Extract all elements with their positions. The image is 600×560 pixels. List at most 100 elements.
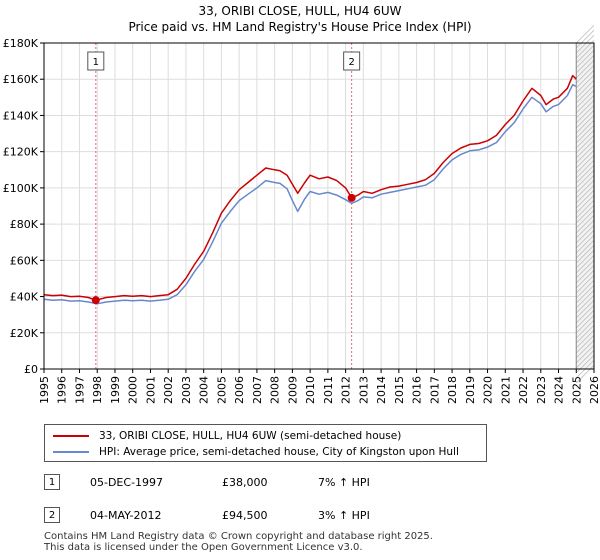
sale-date: 05-DEC-1997 bbox=[90, 476, 164, 489]
x-tick-label: 2007 bbox=[251, 376, 264, 404]
sale-point bbox=[91, 296, 100, 305]
sale-point bbox=[347, 193, 356, 202]
x-tick-label: 2017 bbox=[428, 376, 441, 404]
forecast-hatch bbox=[575, 104, 595, 124]
y-tick-label: £100K bbox=[3, 182, 39, 195]
y-tick-label: £60K bbox=[10, 254, 39, 267]
forecast-hatch bbox=[575, 194, 595, 214]
x-tick-label: 2022 bbox=[517, 376, 530, 404]
x-tick-label: 2009 bbox=[286, 376, 299, 404]
forecast-hatch bbox=[575, 34, 595, 54]
hpi-line bbox=[43, 83, 577, 305]
forecast-hatch bbox=[575, 114, 595, 134]
legend-item-hpi: HPI: Average price, semi-detached house,… bbox=[53, 444, 459, 460]
footer-line-2: This data is licensed under the Open Gov… bbox=[44, 542, 363, 553]
forecast-hatch bbox=[575, 329, 595, 349]
forecast-hatch bbox=[575, 149, 595, 169]
legend-swatch-blue bbox=[53, 451, 89, 453]
sale-number: 1 bbox=[44, 474, 60, 490]
footer: Contains HM Land Registry data © Crown c… bbox=[44, 531, 433, 553]
sale-date: 04-MAY-2012 bbox=[90, 509, 162, 522]
forecast-hatch bbox=[575, 79, 595, 99]
forecast-hatch bbox=[575, 294, 595, 314]
forecast-hatch bbox=[575, 234, 595, 254]
forecast-hatch bbox=[575, 64, 595, 84]
forecast-hatch bbox=[575, 274, 595, 294]
sale-number: 2 bbox=[44, 507, 60, 523]
forecast-hatch bbox=[575, 119, 595, 139]
x-tick-label: 2024 bbox=[553, 376, 566, 404]
forecast-hatch bbox=[575, 174, 595, 194]
forecast-hatch bbox=[575, 99, 595, 119]
forecast-hatch bbox=[575, 159, 595, 179]
forecast-hatch bbox=[575, 189, 595, 209]
forecast-hatch bbox=[575, 224, 595, 244]
forecast-hatch bbox=[575, 144, 595, 164]
forecast-hatch bbox=[575, 134, 595, 154]
x-tick-label: 2018 bbox=[446, 376, 459, 404]
x-tick-label: 2015 bbox=[393, 376, 406, 404]
forecast-hatch bbox=[575, 364, 595, 384]
series-lines bbox=[43, 74, 577, 305]
forecast-hatch bbox=[575, 29, 595, 49]
x-tick-label: 2020 bbox=[482, 376, 495, 404]
forecast-hatch bbox=[575, 139, 595, 159]
x-tick-label: 2011 bbox=[322, 376, 335, 404]
x-tick-label: 2008 bbox=[269, 376, 282, 404]
forecast-hatch bbox=[575, 349, 595, 369]
x-tick-label: 1997 bbox=[73, 376, 86, 404]
sale-price: £38,000 bbox=[222, 476, 268, 489]
forecast-hatch bbox=[575, 184, 595, 204]
forecast-hatch bbox=[575, 129, 595, 149]
forecast-hatch bbox=[575, 169, 595, 189]
property-price-line bbox=[43, 74, 577, 301]
forecast-hatch bbox=[575, 199, 595, 219]
sale-hpi-change: 7% ↑ HPI bbox=[318, 476, 370, 489]
forecast-hatch bbox=[575, 304, 595, 324]
forecast-hatch bbox=[575, 59, 595, 79]
forecast-hatch bbox=[575, 264, 595, 284]
forecast-hatch bbox=[575, 24, 595, 44]
forecast-hatch bbox=[575, 354, 595, 374]
forecast-hatch bbox=[575, 229, 595, 249]
forecast-hatch bbox=[575, 339, 595, 359]
legend-item-property: 33, ORIBI CLOSE, HULL, HU4 6UW (semi-det… bbox=[53, 428, 401, 444]
forecast-hatch bbox=[575, 84, 595, 104]
sale-price: £94,500 bbox=[222, 509, 268, 522]
x-tick-label: 2023 bbox=[535, 376, 548, 404]
forecast-hatch bbox=[575, 244, 595, 264]
y-tick-label: £180K bbox=[3, 37, 39, 50]
x-tick-label: 2025 bbox=[570, 376, 583, 404]
y-tick-label: £0 bbox=[24, 363, 38, 376]
y-tick-label: £80K bbox=[10, 218, 39, 231]
forecast-hatch bbox=[575, 289, 595, 309]
forecast-hatch bbox=[575, 249, 595, 269]
forecast-hatch bbox=[575, 69, 595, 89]
x-tick-label: 2021 bbox=[499, 376, 512, 404]
forecast-hatch bbox=[575, 54, 595, 74]
forecast-hatch bbox=[575, 344, 595, 364]
x-tick-label: 2013 bbox=[357, 376, 370, 404]
x-tick-label: 2014 bbox=[375, 376, 388, 404]
x-tick-label: 2010 bbox=[304, 376, 317, 404]
forecast-hatch bbox=[575, 314, 595, 334]
forecast-hatch bbox=[575, 334, 595, 354]
forecast-hatch bbox=[575, 89, 595, 109]
x-tick-label: 2002 bbox=[162, 376, 175, 404]
y-tick-label: £40K bbox=[10, 291, 39, 304]
y-tick-label: £120K bbox=[3, 146, 39, 159]
legend: 33, ORIBI CLOSE, HULL, HU4 6UW (semi-det… bbox=[44, 424, 487, 462]
chart-subtitle: Price paid vs. HM Land Registry's House … bbox=[128, 20, 471, 34]
forecast-hatch bbox=[575, 214, 595, 234]
sale-points bbox=[91, 193, 356, 305]
sale-row: 1 05-DEC-1997 £38,000 7% ↑ HPI bbox=[44, 474, 564, 492]
y-tick-label: £160K bbox=[3, 73, 39, 86]
forecast-hatch bbox=[575, 124, 595, 144]
plot-frame bbox=[43, 42, 595, 370]
x-tick-label: 2016 bbox=[411, 376, 424, 404]
x-tick-label: 2000 bbox=[127, 376, 140, 404]
sale-label-number: 1 bbox=[93, 57, 99, 68]
x-tick-label: 1996 bbox=[56, 376, 69, 404]
forecast-hatch bbox=[575, 109, 595, 129]
